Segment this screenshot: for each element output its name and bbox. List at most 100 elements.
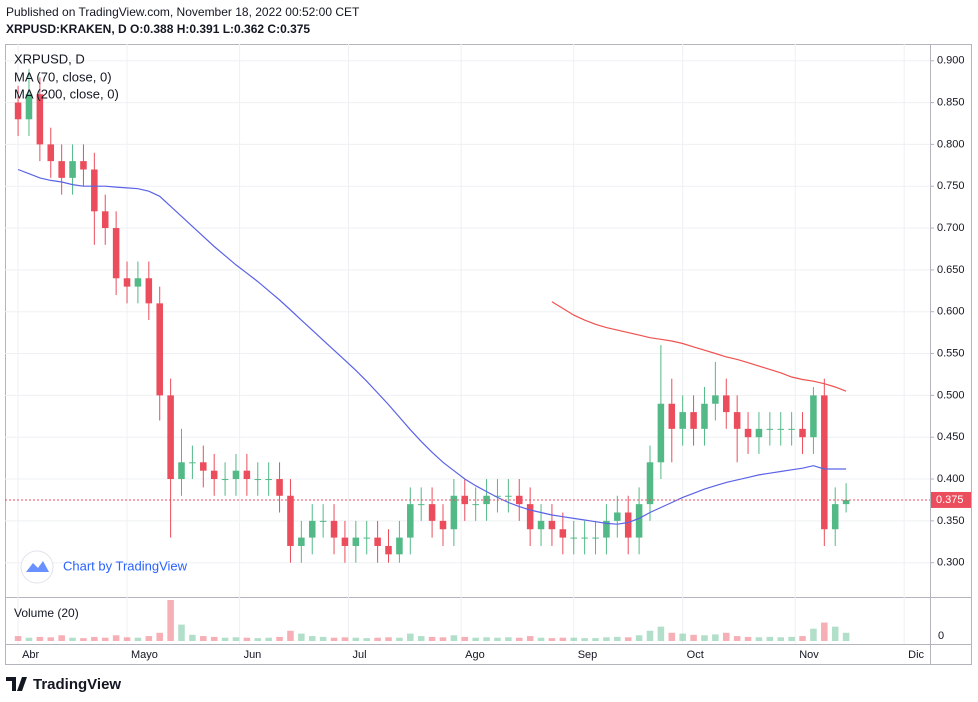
volume-bar	[14, 636, 22, 641]
volume-bar	[254, 638, 262, 641]
x-tick-label: Dic	[908, 649, 924, 661]
candle-body	[614, 512, 621, 521]
y-tick-label: 0.550	[937, 347, 965, 359]
candle-body	[145, 278, 153, 304]
brand-logo	[6, 677, 27, 691]
candle-body	[722, 395, 730, 413]
volume-bar	[799, 636, 806, 641]
volume-bar	[178, 624, 185, 641]
candle-body	[374, 537, 381, 546]
last-price-box	[931, 491, 971, 508]
volume-bar	[439, 637, 447, 641]
candle-body	[58, 161, 65, 178]
watermark-icon	[26, 561, 49, 572]
candle-body	[842, 499, 850, 505]
volume-bar	[712, 634, 719, 641]
x-tick-label: Sep	[578, 649, 598, 661]
volume-bar	[36, 636, 44, 641]
volume-bar	[287, 630, 294, 641]
volume-tick-label: 0	[938, 630, 944, 642]
volume-bar	[145, 636, 153, 641]
candle-body	[36, 94, 44, 145]
volume-bar	[134, 637, 142, 641]
candle-body	[210, 470, 218, 480]
candle-body	[91, 169, 98, 212]
y-tick-label: 0.350	[937, 515, 965, 527]
candle-body	[821, 395, 828, 530]
volume-bar	[156, 632, 163, 641]
candle-body	[559, 529, 567, 538]
volume-bar	[494, 637, 501, 641]
volume-bar	[766, 636, 774, 641]
volume-bar	[515, 637, 523, 641]
candle-body	[254, 479, 262, 481]
brand-name: TradingView	[33, 676, 121, 693]
y-tick-label: 0.500	[937, 389, 965, 401]
volume-bar	[308, 636, 316, 641]
candle-body	[265, 479, 272, 481]
candle-body	[417, 504, 425, 506]
volume-bar	[341, 637, 349, 641]
volume-bar	[363, 638, 370, 641]
volume-bar	[581, 638, 588, 641]
candle-body	[14, 102, 22, 120]
volume-bar	[548, 638, 556, 641]
volume-bar	[396, 637, 403, 641]
volume-bar	[123, 637, 131, 641]
volume-bar	[777, 637, 785, 641]
volume-bar	[733, 636, 741, 641]
candle-body	[80, 161, 87, 170]
candle-body	[592, 537, 599, 539]
candle-body	[810, 395, 817, 438]
candle-body	[385, 545, 392, 555]
candle-body	[134, 278, 142, 287]
candle-body	[276, 479, 283, 496]
x-tick-label: Jun	[244, 649, 262, 661]
volume-bar	[243, 637, 251, 641]
y-tick-label: 0.800	[937, 138, 965, 150]
volume-bar	[614, 636, 621, 641]
volume-bar	[722, 632, 730, 641]
volume-bar	[831, 626, 839, 641]
volume-bar	[810, 628, 817, 641]
candle-body	[766, 428, 774, 430]
volume-bar	[232, 637, 240, 641]
volume-bar	[69, 637, 76, 641]
watermark-text: Chart by TradingView	[63, 558, 188, 573]
volume-bar	[47, 637, 55, 641]
candle-body	[178, 462, 185, 480]
volume-bar	[221, 637, 229, 641]
volume-bar	[483, 637, 490, 641]
candle-body	[624, 512, 632, 538]
candle-body	[407, 504, 414, 538]
candle-body	[668, 403, 676, 429]
candle-body	[308, 520, 316, 538]
volume-bar	[690, 634, 697, 641]
candle-body	[494, 495, 501, 497]
published-line: Published on TradingView.com, November 1…	[6, 5, 360, 19]
candle-body	[200, 462, 207, 471]
x-tick-label: Jul	[353, 649, 367, 661]
volume-bar	[526, 636, 534, 641]
volume-bar	[592, 638, 599, 641]
volume-bar	[755, 637, 763, 641]
candle-body	[788, 428, 795, 430]
y-tick-label: 0.850	[937, 96, 965, 108]
volume-bar	[58, 635, 65, 641]
candle-body	[112, 228, 120, 279]
candle-body	[319, 520, 327, 522]
last-price-label: 0.375	[936, 494, 964, 506]
candle-body	[428, 504, 436, 521]
candle-body	[450, 495, 458, 530]
chart-frame	[5, 44, 972, 665]
candle-body	[221, 479, 229, 481]
candle-body	[701, 403, 708, 429]
x-tick-label: Ago	[465, 649, 485, 661]
candle-body	[352, 537, 360, 546]
y-tick-label: 0.600	[937, 306, 965, 318]
candle-body	[515, 495, 523, 505]
plot: 0.375	[5, 69, 971, 641]
candle-body	[287, 495, 294, 546]
volume-bar	[101, 637, 109, 641]
candle-body	[646, 462, 654, 505]
